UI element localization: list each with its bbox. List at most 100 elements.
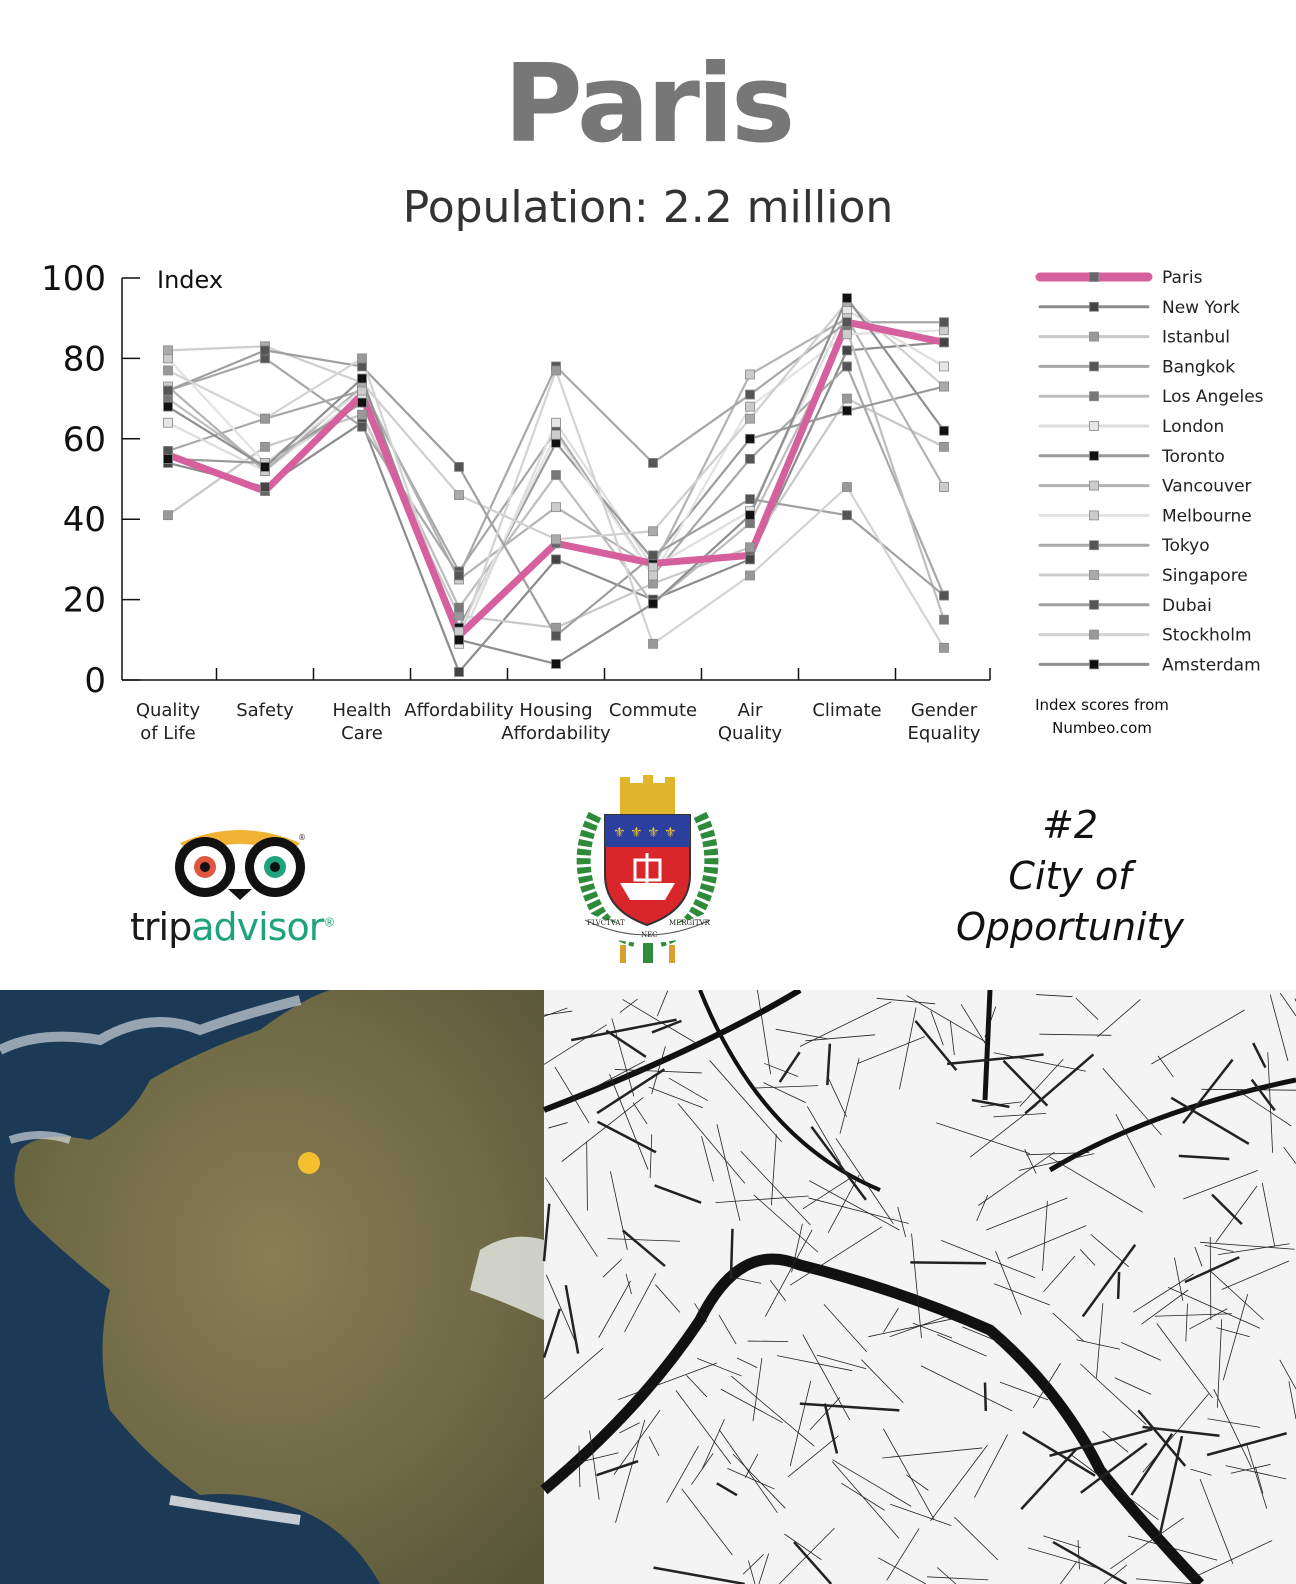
street-line [816, 1354, 867, 1370]
street-line [861, 1359, 904, 1404]
data-point [260, 441, 270, 452]
street-line [1049, 1156, 1143, 1213]
street-line [648, 1086, 703, 1109]
street-line [764, 1063, 799, 1077]
data-point [163, 510, 173, 521]
street-line [993, 1283, 1050, 1306]
street-line [1043, 1255, 1076, 1293]
data-point [842, 345, 852, 356]
street-line [651, 1046, 666, 1094]
data-point [454, 667, 464, 677]
street-line [809, 1397, 841, 1431]
legend-label: London [1162, 417, 1224, 437]
street-line [1288, 1381, 1296, 1420]
street-line [983, 1382, 988, 1411]
street-line [668, 1077, 709, 1102]
data-point [163, 401, 173, 412]
street-line [789, 1226, 883, 1286]
street-line [776, 1355, 853, 1372]
street-line [1116, 1271, 1121, 1299]
data-point [745, 433, 755, 444]
data-point [163, 385, 173, 396]
street-line [828, 1078, 847, 1118]
street-line [1090, 1234, 1129, 1268]
street-line [1254, 1466, 1264, 1494]
source-note: Index scores from [1035, 696, 1169, 714]
street-line [868, 1318, 953, 1338]
legend-label: Stockholm [1162, 626, 1252, 646]
street-line [605, 1029, 647, 1058]
street-line [1194, 1246, 1203, 1267]
data-point [745, 369, 755, 380]
satellite-map-france [0, 990, 544, 1584]
street-line [1170, 1096, 1250, 1145]
street-line [993, 1052, 1086, 1072]
y-tick-label: 20 [63, 581, 106, 621]
street-line [876, 997, 936, 1005]
street-line [1200, 1241, 1295, 1250]
street-line [1279, 992, 1296, 1017]
street-line [1184, 1256, 1240, 1284]
street-line [542, 1203, 551, 1262]
street-line [666, 1445, 699, 1503]
street-line [618, 1362, 718, 1401]
street-line [1007, 1225, 1087, 1259]
street-line [1236, 1089, 1292, 1127]
y-axis-label: Index [157, 266, 223, 294]
data-point [551, 554, 561, 565]
tripadvisor-owl-icon: ® [175, 830, 306, 900]
street-line [1218, 1243, 1290, 1255]
street-line [602, 1259, 622, 1278]
street-line [1024, 1053, 1095, 1115]
street-line [656, 990, 669, 1017]
street-line [655, 1284, 681, 1313]
x-tick-label: Housing [519, 700, 592, 721]
street-line [701, 1418, 725, 1471]
street-line [1185, 1303, 1188, 1342]
street-line [775, 1028, 829, 1040]
legend-label: Los Angeles [1162, 387, 1264, 407]
street-line [1189, 1308, 1228, 1330]
street-line [731, 1375, 815, 1447]
y-tick-label: 0 [84, 661, 106, 701]
data-point [745, 413, 755, 424]
street-line [899, 1007, 917, 1090]
street-line [877, 1557, 927, 1584]
street-line [806, 1106, 842, 1164]
street-line [1190, 1468, 1212, 1476]
legend-marker [1089, 301, 1099, 312]
street-line [720, 1388, 783, 1424]
street-line [694, 1303, 707, 1323]
data-point [357, 421, 367, 432]
street-line [609, 1073, 649, 1170]
source-note: Numbeo.com [1052, 719, 1152, 737]
street-line [697, 1358, 742, 1377]
data-point [551, 470, 561, 480]
street-line [1024, 1148, 1037, 1174]
street-line [1230, 1464, 1271, 1474]
street-line [1208, 1269, 1264, 1321]
street-line [1049, 1428, 1153, 1457]
street-line [856, 1036, 925, 1065]
data-point [648, 598, 658, 609]
data-point [260, 462, 270, 472]
street-line [883, 1307, 899, 1333]
street-line [589, 1430, 600, 1500]
data-point [260, 345, 270, 356]
x-tick-label: Quality [718, 723, 783, 744]
data-point [454, 570, 464, 581]
street-line [578, 1445, 581, 1488]
street-line [962, 1326, 1014, 1349]
street-line [742, 1554, 764, 1575]
street-line [716, 1124, 741, 1221]
street-line [1130, 1433, 1174, 1496]
street-line [993, 1112, 1047, 1118]
street-line [1213, 1388, 1252, 1468]
rank-line-2: Opportunity [955, 905, 1185, 949]
population-subtitle: Population: 2.2 million [402, 182, 894, 233]
street-line [543, 1010, 573, 1016]
street-line [1279, 1359, 1296, 1390]
street-line [736, 1357, 758, 1369]
data-point [551, 502, 561, 513]
data-point [745, 570, 755, 581]
